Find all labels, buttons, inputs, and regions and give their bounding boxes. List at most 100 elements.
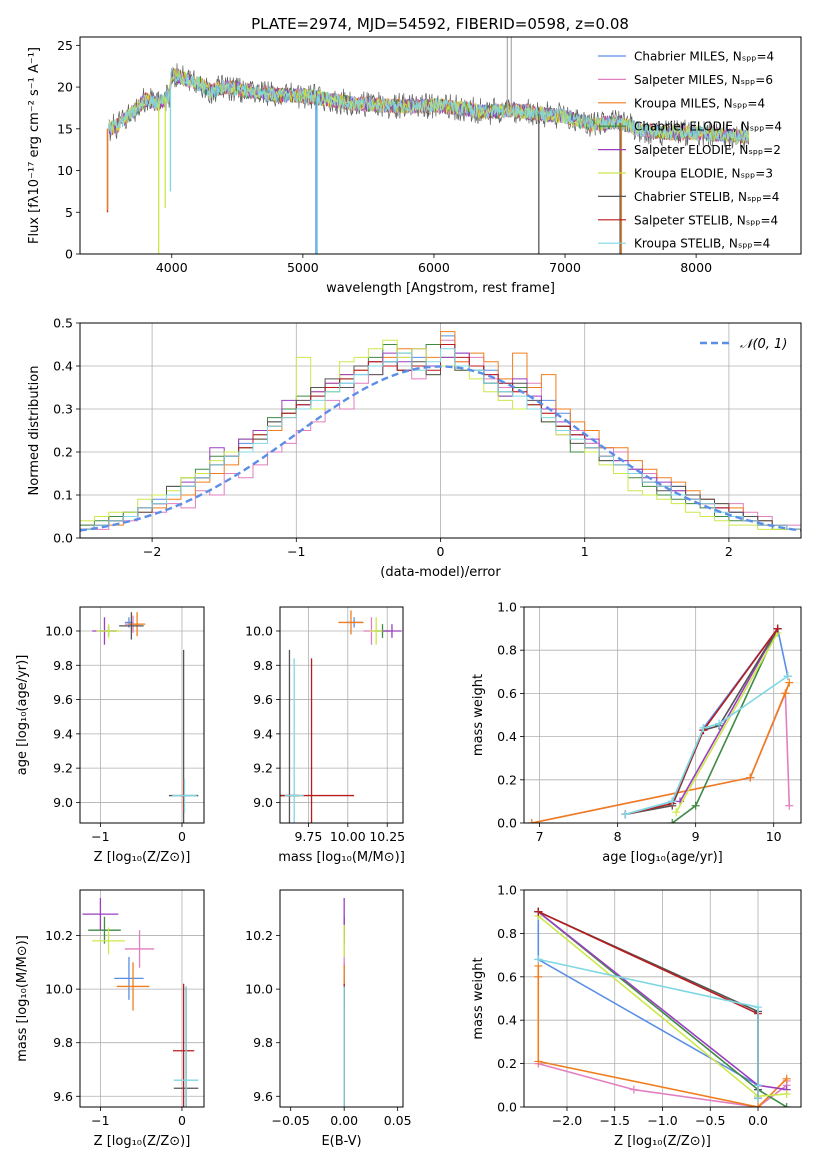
legend-label: Salpeter MILES, Nₛₚₚ=6 [634,73,773,87]
weight-marker [534,907,543,916]
weight-marker [783,672,792,681]
legend-label: Salpeter STELIB, Nₛₚₚ=4 [634,213,778,227]
weight-marker [782,1103,791,1107]
y-tick-label: 0.3 [53,402,73,417]
weight-vs-age-panel: 7 8 9 10 0.0 0.2 0.4 0.6 0.8 1.0 age [log₁₀(age/yr… [471,600,802,865]
y-tick-label: 0.6 [497,686,517,701]
y-tick-label: 0.8 [497,926,517,941]
y-tick-label: 0.8 [497,643,517,658]
y-tick-label: 0.5 [53,316,73,331]
y-tick-label: 25 [57,38,73,53]
weight-line [625,628,779,816]
x-tick-label: 9 [692,829,700,844]
x-axis-label: E(B-V) [321,1134,361,1149]
y-axis-label: Flux [fλ10⁻¹⁷ erg cm⁻² s⁻¹ A⁻¹] [27,47,42,244]
x-tick-label: −0.05 [272,1113,310,1128]
age-vs-Z-panel: −1 0 9.0 9.2 9.4 9.6 9.8 10.0 Z [log₁₀(Z/Z⊙)] age… [15,606,205,865]
spectrum-series-group [106,37,749,254]
y-tick-label: 10 [57,163,73,178]
weight-marker [629,1085,638,1094]
weight-marker [781,689,790,698]
x-tick-label: 9.75 [294,829,322,844]
mass-vs-Z-panel: −1 0 9.6 9.8 10.0 10.2 Z [log₁₀(Z/Z⊙)] mass [lo… [15,889,205,1149]
x-tick-label: −2 [143,544,161,559]
spectrum-panel: 4000 5000 6000 7000 8000 0 5 10 15 20 25 wavelength… [27,36,802,296]
weight-marker [534,972,543,981]
y-tick-label: 0.0 [53,531,73,546]
y-tick-label: 0.4 [53,359,73,374]
y-tick-label: 10.0 [245,982,273,997]
y-axis-label: mass [log₁₀(M/M⊙)] [15,935,30,1062]
weight-line [675,632,779,813]
axes-frame [79,322,802,539]
y-tick-label: 9.4 [53,726,73,741]
legend-label: Kroupa MILES, Nₛₚₚ=4 [634,96,765,110]
y-tick-label: 10.0 [245,624,273,639]
weight-marker [785,678,794,687]
weight-marker [746,773,755,782]
weight-marker [668,797,677,806]
legend-label: Chabrier MILES, Nₛₚₚ=4 [634,50,774,64]
x-tick-label: 10.00 [330,829,366,844]
y-axis-label: Normed distribution [27,366,42,496]
axes-frame [523,606,802,824]
legend-label: Chabrier STELIB, Nₛₚₚ=4 [634,190,779,204]
weight-marker [754,1103,763,1107]
weight-marker [715,719,724,728]
weight-line [538,958,759,1099]
weight-marker [754,1081,763,1090]
y-tick-label: 9.0 [253,795,273,810]
y-tick-label: 1.0 [497,883,517,898]
x-tick-label: −0.5 [695,1113,725,1128]
x-tick-label: −1.0 [647,1113,677,1128]
plot-panels: 4000 5000 6000 7000 80000510152025wavelength… [15,36,802,1149]
weight-lines-group [534,907,791,1107]
figure-title: PLATE=2974, MJD=54592, FIBERID=0598, z=0… [251,15,629,33]
y-tick-label: 10.2 [245,928,273,943]
y-tick-label: 0 [65,247,73,262]
x-tick-label: −1.5 [600,1113,630,1128]
y-tick-label: 0.0 [497,1100,517,1115]
x-tick-label: −2.0 [552,1113,582,1128]
y-tick-label: 0.2 [497,1056,517,1071]
x-axis-label: (data-model)/error [380,565,501,580]
y-tick-label: 9.8 [253,658,273,673]
x-tick-label: 0 [178,829,186,844]
y-axis-label: mass weight [471,957,486,1039]
x-tick-label: −1 [287,544,305,559]
mass-vs-ebv-panel: −0.05 0.00 0.05 9.6 9.8 10.0 10.2 E(B-V) [245,889,412,1149]
weight-line [531,682,791,823]
weight-marker [754,1094,763,1103]
y-tick-label: 9.8 [53,1035,73,1050]
y-tick-label: 0.1 [53,488,73,503]
x-tick-label: 0 [178,1113,186,1128]
y-tick-label: 9.8 [253,1035,273,1050]
x-tick-label: 0.0 [748,1113,768,1128]
weight-lines-group [527,624,794,823]
y-tick-label: 15 [57,121,73,136]
x-axis-label: Z [log₁₀(Z/Z⊙)] [94,850,191,865]
weight-line [679,628,779,802]
x-tick-label: 5000 [287,260,319,275]
normal-curve [80,365,801,532]
weight-marker [668,819,677,823]
x-tick-label: 0 [437,544,445,559]
y-tick-label: 0.4 [497,1013,517,1028]
histogram-series [80,348,801,538]
weight-marker [527,819,536,823]
x-tick-label: 4000 [156,260,188,275]
y-tick-label: 9.2 [253,761,273,776]
weight-marker [773,624,782,633]
x-tick-label: 1 [581,544,589,559]
axes-frame [79,36,802,255]
y-tick-label: 9.6 [253,1089,273,1104]
y-tick-label: 9.6 [253,692,273,707]
x-tick-label: −1 [91,829,109,844]
histogram-group [80,331,801,538]
errorbar-group [92,612,199,823]
x-tick-label: 8000 [680,260,712,275]
legend-label: Salpeter ELODIE, Nₛₚₚ=2 [634,143,781,157]
y-tick-label: 10.2 [45,928,73,943]
age-vs-mass-panel: 9.75 10.00 10.25 9.0 9.2 9.4 9.6 9.8 10.0 mass [l… [245,606,405,865]
